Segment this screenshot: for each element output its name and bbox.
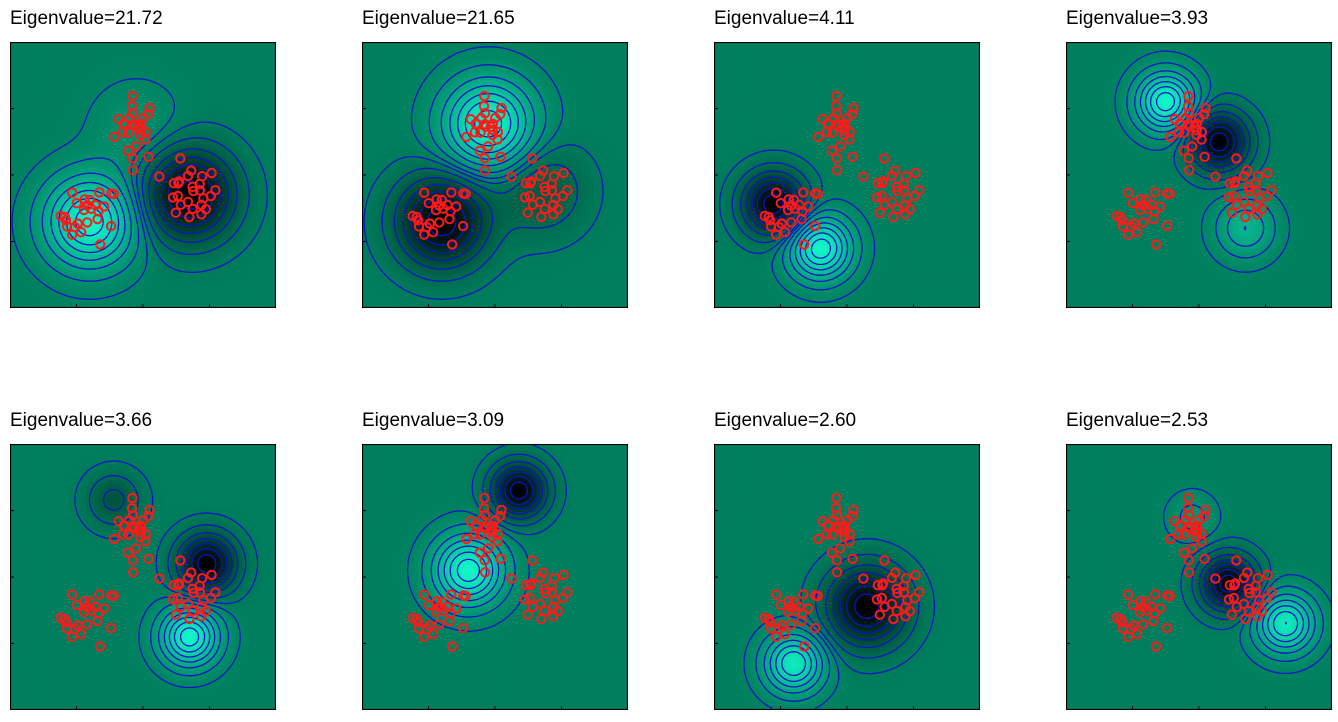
eigenfunction-panel-1: Eigenvalue=21.72 bbox=[10, 8, 280, 278]
heatmap-svg bbox=[10, 42, 276, 308]
heatmap-plot bbox=[10, 42, 276, 308]
panel-title: Eigenvalue=21.72 bbox=[10, 8, 163, 30]
heatmap-cells bbox=[10, 42, 276, 308]
